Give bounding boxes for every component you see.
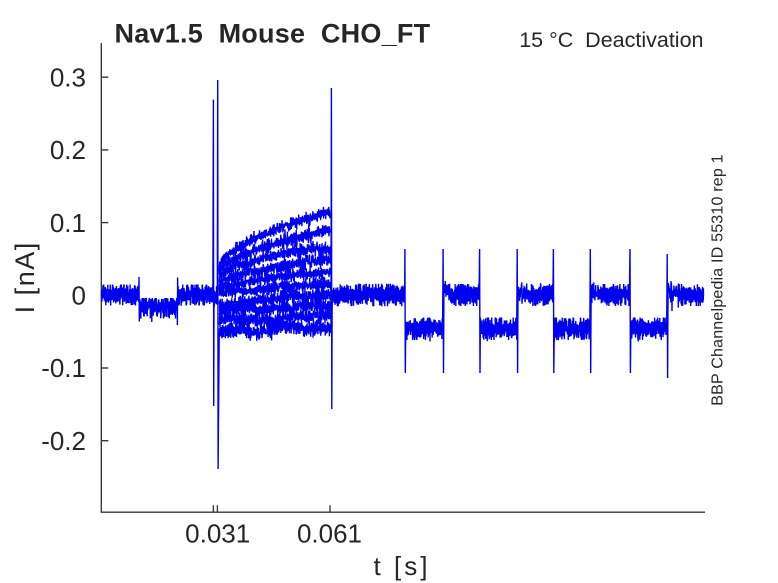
svg-text:-0.1: -0.1	[41, 353, 86, 383]
svg-text:15 °C Deactivation: 15 °C Deactivation	[519, 28, 703, 52]
svg-text:0.2: 0.2	[50, 135, 86, 165]
svg-text:I [nA]: I [nA]	[10, 241, 40, 313]
svg-text:BBP Channelpedia ID 55310 rep: BBP Channelpedia ID 55310 rep 1	[710, 154, 727, 405]
svg-text:0: 0	[72, 281, 86, 311]
svg-text:0.031: 0.031	[185, 519, 250, 549]
svg-text:-0.2: -0.2	[41, 426, 86, 456]
svg-text:t [s]: t [s]	[374, 551, 431, 581]
svg-text:0.3: 0.3	[50, 62, 86, 92]
svg-text:Nav1.5 Mouse CHO_FT: Nav1.5 Mouse CHO_FT	[115, 19, 431, 49]
svg-text:0.1: 0.1	[50, 208, 86, 238]
svg-text:0.061: 0.061	[297, 519, 362, 549]
